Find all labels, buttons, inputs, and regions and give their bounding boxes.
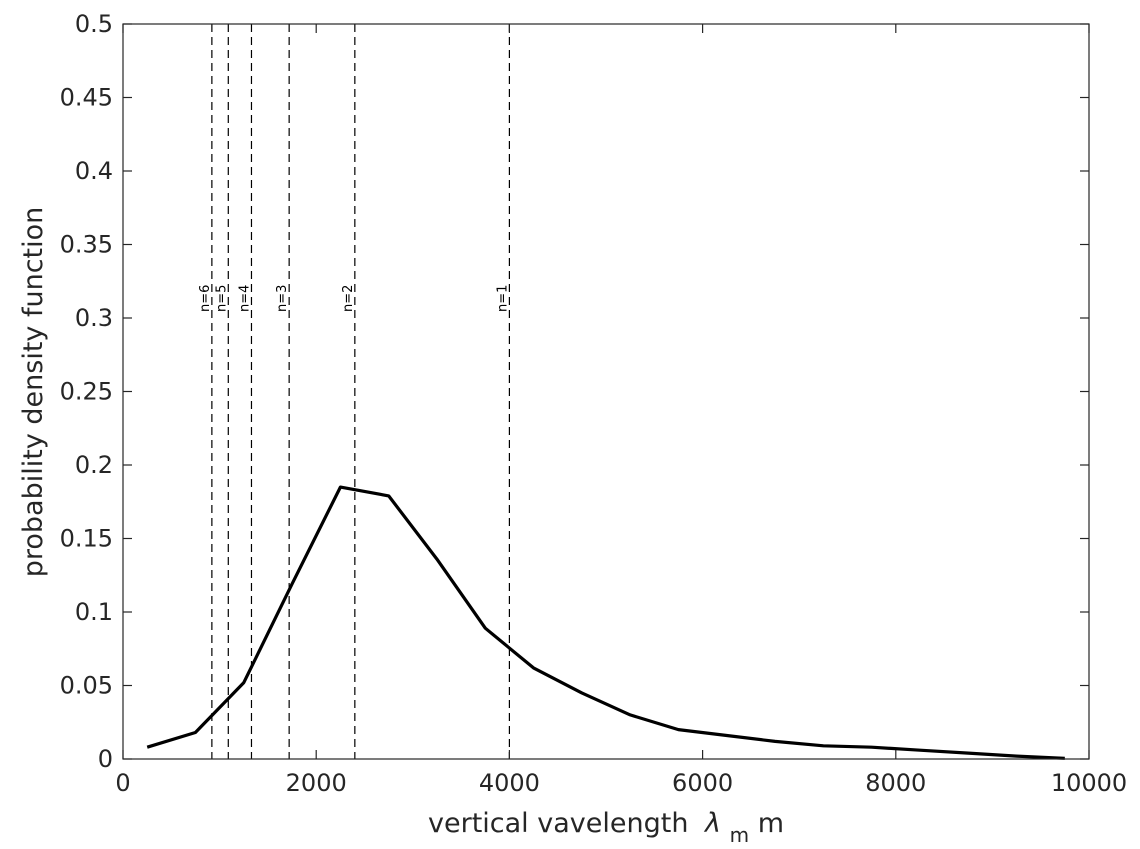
reference-line-label: n=4 bbox=[237, 285, 252, 312]
x-tick-label: 4000 bbox=[479, 769, 540, 797]
x-axis-label-text: vertical vavelength bbox=[428, 808, 688, 839]
x-axis-label-unit: m bbox=[758, 808, 784, 839]
series-line bbox=[146, 485, 1065, 760]
x-tick-label: 10000 bbox=[1051, 769, 1127, 797]
reference-line-label: n=1 bbox=[495, 285, 510, 312]
y-tick-label: 0.3 bbox=[75, 304, 113, 332]
x-tick-label: 2000 bbox=[286, 769, 347, 797]
y-tick-label: 0.2 bbox=[75, 451, 113, 479]
x-axis: 0 2000 4000 6000 8000 10000 bbox=[115, 24, 1127, 797]
y-tick-label: 0.35 bbox=[60, 231, 113, 259]
x-axis-label-symbol: λ bbox=[703, 808, 721, 839]
reference-line-label: n=2 bbox=[341, 285, 356, 312]
plot-area bbox=[123, 24, 1089, 759]
y-tick-label: 0.1 bbox=[75, 598, 113, 626]
reference-line-label: n=5 bbox=[214, 285, 229, 312]
y-tick-label: 0.45 bbox=[60, 84, 113, 112]
y-tick-label: 0.5 bbox=[75, 10, 113, 38]
reference-lines: n=1 n=2 n=3 n=4 n=5n=6 bbox=[198, 24, 510, 759]
y-axis-label: probability density function bbox=[18, 207, 49, 578]
reference-line-label: n=6 bbox=[198, 285, 213, 312]
x-tick-label: 8000 bbox=[865, 769, 926, 797]
y-tick-label: 0 bbox=[98, 745, 113, 773]
y-axis: 0 0.05 0.1 0.15 0.2 0.25 0.3 0.35 0.4 0.45 0.5 bbox=[60, 10, 1089, 773]
x-tick-label: 6000 bbox=[672, 769, 733, 797]
x-tick-label: 0 bbox=[115, 769, 130, 797]
series-group bbox=[146, 485, 1065, 760]
y-tick-label: 0.05 bbox=[60, 672, 113, 700]
x-axis-label-subscript: m bbox=[730, 823, 749, 847]
y-tick-label: 0.4 bbox=[75, 157, 113, 185]
reference-line-label: n=3 bbox=[275, 285, 290, 312]
x-axis-label: vertical vavelength λ m m bbox=[428, 808, 784, 849]
y-tick-label: 0.15 bbox=[60, 525, 113, 553]
y-tick-label: 0.25 bbox=[60, 378, 113, 406]
